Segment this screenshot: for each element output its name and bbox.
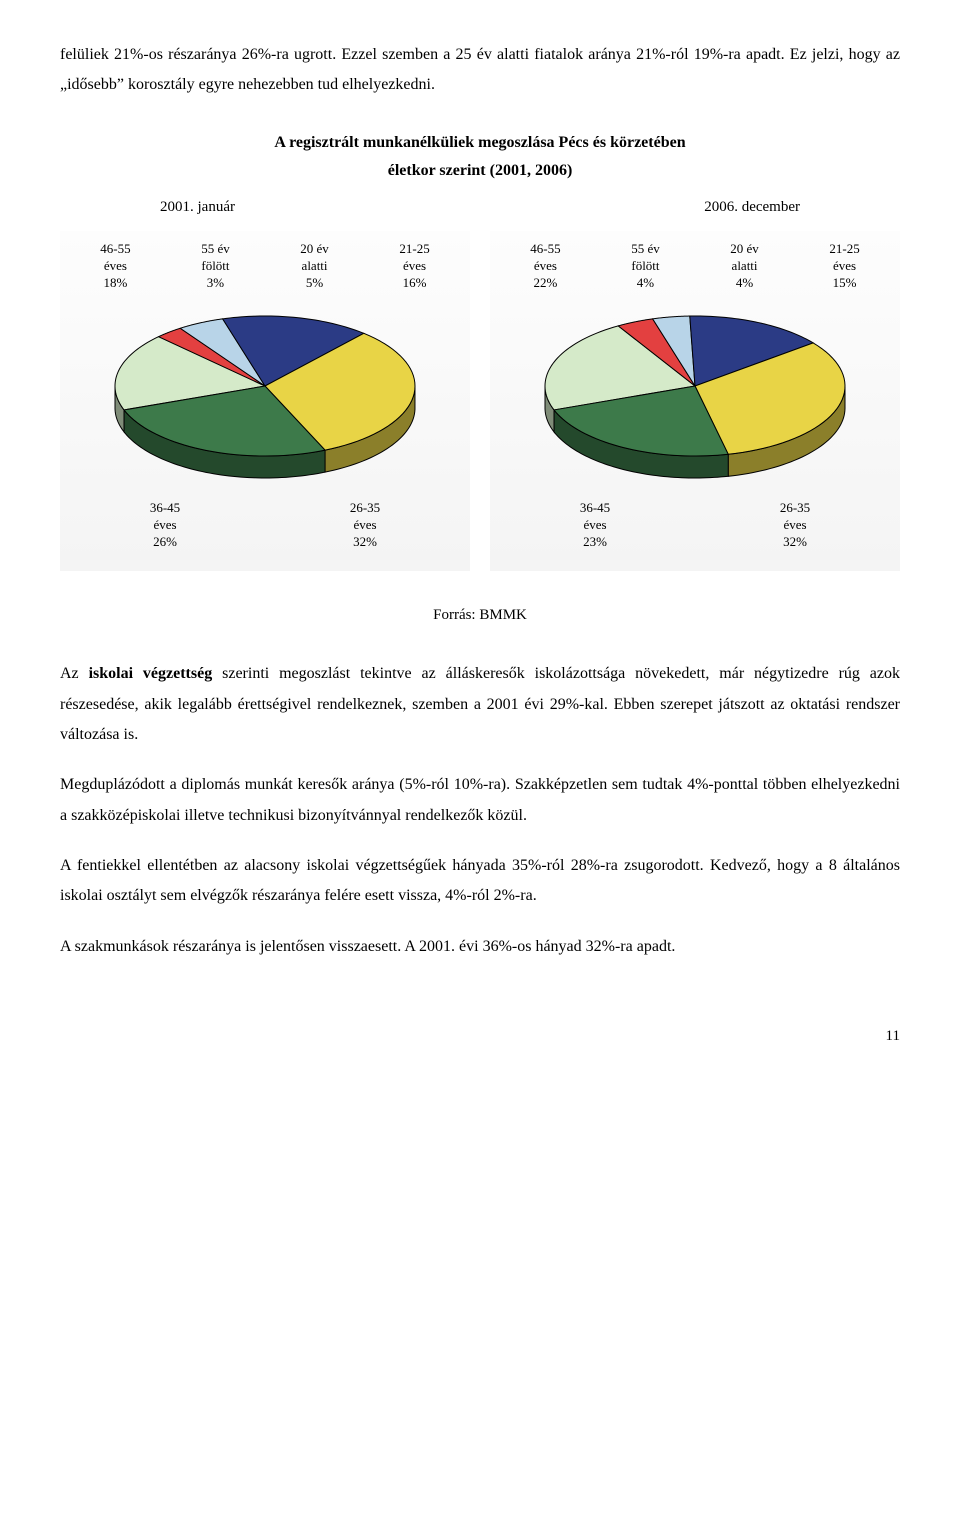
right-top-label-2: 20 évalatti4% bbox=[730, 241, 759, 292]
left-axis-label: 2001. január bbox=[160, 193, 235, 222]
left-top-label-0: 46-55éves18% bbox=[100, 241, 130, 292]
page-number: 11 bbox=[60, 1022, 900, 1051]
right-bottom-label-0: 36-45éves23% bbox=[580, 500, 610, 551]
paragraph-2: Megduplázódott a diplomás munkát keresők… bbox=[60, 770, 900, 831]
chart-right: 46-55éves22% 55 évfölött4% 20 évalatti4% 21… bbox=[490, 231, 900, 570]
p1-bold: iskolai végzettség bbox=[89, 665, 213, 682]
left-bottom-label-0: 36-45éves26% bbox=[150, 500, 180, 551]
right-bottom-label-1: 26-35éves32% bbox=[780, 500, 810, 551]
chart-title-line1: A regisztrált munkanélküliek megoszlása … bbox=[60, 131, 900, 155]
paragraph-4: A szakmunkások részaránya is jelentősen … bbox=[60, 932, 900, 962]
left-bottom-label-1: 26-35éves32% bbox=[350, 500, 380, 551]
paragraph-3: A fentiekkel ellentétben az alacsony isk… bbox=[60, 851, 900, 912]
right-top-label-0: 46-55éves22% bbox=[530, 241, 560, 292]
paragraph-1: Az iskolai végzettség szerinti megoszlás… bbox=[60, 659, 900, 750]
left-top-label-3: 21-25éves16% bbox=[399, 241, 429, 292]
chart-source: Forrás: BMMK bbox=[60, 601, 900, 630]
left-top-label-2: 20 évalatti5% bbox=[300, 241, 329, 292]
right-top-label-1: 55 évfölött4% bbox=[631, 241, 660, 292]
pie-chart-left bbox=[85, 296, 445, 496]
right-axis-label: 2006. december bbox=[704, 193, 800, 222]
right-top-label-3: 21-25éves15% bbox=[829, 241, 859, 292]
chart-title-line2: életkor szerint (2001, 2006) bbox=[60, 159, 900, 183]
chart-left: 46-55éves18% 55 évfölött3% 20 évalatti5% 21… bbox=[60, 231, 470, 570]
intro-paragraph: felüliek 21%-os részaránya 26%-ra ugrott… bbox=[60, 40, 900, 101]
left-top-label-1: 55 évfölött3% bbox=[201, 241, 230, 292]
pie-chart-right bbox=[515, 296, 875, 496]
charts-container: 46-55éves18% 55 évfölött3% 20 évalatti5% 21… bbox=[60, 231, 900, 570]
p1-a: Az bbox=[60, 665, 89, 682]
